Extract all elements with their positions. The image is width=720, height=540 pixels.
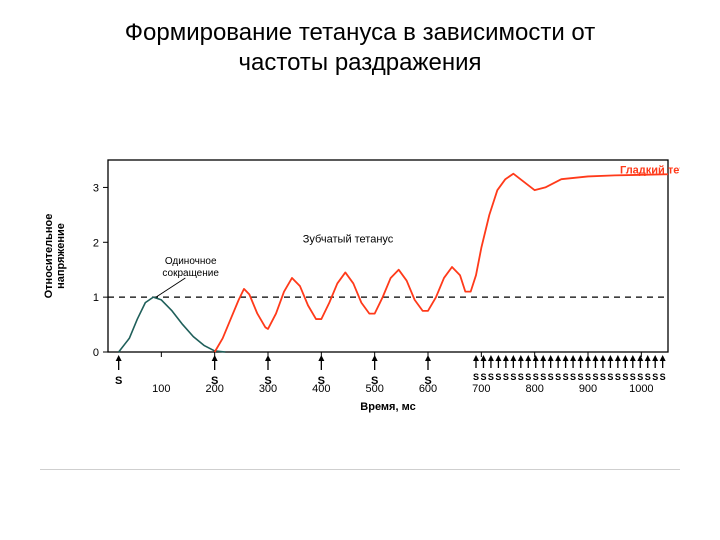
svg-text:2: 2 [93, 237, 99, 249]
svg-text:S: S [495, 372, 501, 382]
svg-text:S: S [570, 372, 576, 382]
svg-text:S: S [637, 372, 643, 382]
svg-text:S: S [533, 372, 539, 382]
svg-text:3: 3 [93, 182, 99, 194]
svg-text:1000: 1000 [629, 383, 653, 395]
svg-text:S: S [424, 375, 431, 387]
svg-text:S: S [548, 372, 554, 382]
svg-text:S: S [563, 372, 569, 382]
svg-text:S: S [371, 375, 378, 387]
svg-text:S: S [600, 372, 606, 382]
svg-text:S: S [592, 372, 598, 382]
svg-text:Зубчатый тетанус: Зубчатый тетанус [303, 233, 394, 245]
svg-text:S: S [503, 372, 509, 382]
svg-text:1: 1 [93, 292, 99, 304]
svg-text:Одиночноесокращение: Одиночноесокращение [162, 256, 219, 279]
svg-text:S: S [525, 372, 531, 382]
svg-text:S: S [622, 372, 628, 382]
svg-text:Время, мс: Время, мс [360, 401, 415, 413]
page-title-line2: частоты раздражения [0, 48, 720, 78]
svg-text:S: S [518, 372, 524, 382]
divider [40, 469, 680, 470]
svg-text:800: 800 [525, 383, 543, 395]
svg-text:S: S [480, 372, 486, 382]
svg-text:S: S [607, 372, 613, 382]
svg-text:S: S [473, 372, 479, 382]
svg-text:S: S [211, 375, 218, 387]
svg-text:S: S [578, 372, 584, 382]
svg-text:S: S [318, 375, 325, 387]
svg-text:S: S [540, 372, 546, 382]
page-title-line1: Формирование тетануса в зависимости от [0, 18, 720, 48]
svg-text:Гладкий тетанус: Гладкий тетанус [620, 165, 680, 177]
svg-text:S: S [585, 372, 591, 382]
tetanus-chart: 01231002003004005006007008009001000Относ… [40, 150, 680, 430]
svg-text:Относительноенапряжение: Относительноенапряжение [43, 214, 67, 299]
svg-text:S: S [555, 372, 561, 382]
svg-text:S: S [615, 372, 621, 382]
svg-text:700: 700 [472, 383, 490, 395]
svg-text:100: 100 [152, 383, 170, 395]
svg-text:S: S [645, 372, 651, 382]
svg-text:S: S [652, 372, 658, 382]
svg-text:S: S [488, 372, 494, 382]
svg-text:S: S [660, 372, 666, 382]
svg-text:900: 900 [579, 383, 597, 395]
svg-text:0: 0 [93, 347, 99, 359]
svg-text:S: S [630, 372, 636, 382]
svg-text:S: S [264, 375, 271, 387]
svg-text:S: S [510, 372, 516, 382]
svg-text:S: S [115, 375, 122, 387]
